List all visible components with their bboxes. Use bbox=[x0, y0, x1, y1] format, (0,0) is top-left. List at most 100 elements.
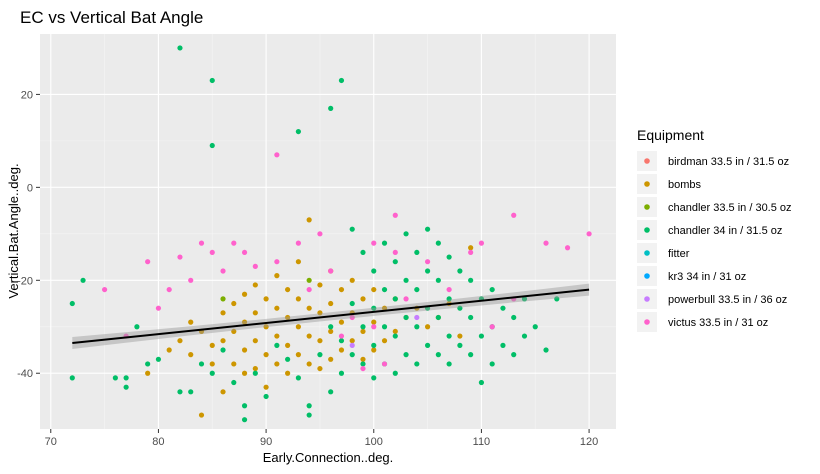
data-point bbox=[263, 384, 269, 390]
data-point bbox=[403, 296, 409, 302]
data-point bbox=[306, 412, 312, 418]
data-point bbox=[414, 249, 420, 256]
trend-line-group bbox=[72, 283, 590, 350]
data-point bbox=[403, 352, 409, 358]
data-point bbox=[338, 338, 345, 344]
data-point bbox=[328, 328, 334, 335]
data-point bbox=[435, 277, 441, 283]
data-point bbox=[295, 324, 301, 330]
data-point bbox=[478, 240, 485, 246]
data-point bbox=[489, 361, 495, 367]
x-tick-label: 120 bbox=[580, 436, 598, 448]
data-point bbox=[263, 296, 269, 302]
data-point bbox=[328, 356, 334, 362]
data-point bbox=[328, 389, 334, 395]
data-point bbox=[371, 305, 377, 311]
data-point bbox=[360, 356, 366, 362]
data-point bbox=[306, 361, 312, 367]
data-point bbox=[317, 352, 323, 358]
data-point bbox=[349, 342, 355, 348]
data-point bbox=[209, 77, 215, 84]
data-point bbox=[446, 361, 452, 367]
data-point bbox=[274, 259, 280, 265]
data-point bbox=[511, 212, 517, 218]
data-point bbox=[177, 45, 183, 51]
data-point bbox=[349, 338, 355, 344]
data-point bbox=[295, 352, 301, 358]
data-point bbox=[263, 324, 269, 330]
legend-swatch bbox=[644, 204, 650, 210]
y-tick-label: -40 bbox=[17, 368, 33, 380]
data-point bbox=[231, 361, 237, 367]
data-point bbox=[328, 324, 334, 330]
x-tick-label: 70 bbox=[45, 436, 57, 448]
data-point bbox=[328, 105, 334, 111]
data-point bbox=[338, 347, 345, 353]
data-point bbox=[381, 361, 388, 367]
data-point bbox=[392, 333, 398, 339]
data-point bbox=[468, 314, 474, 321]
legend-title: Equipment bbox=[637, 127, 704, 143]
data-point bbox=[295, 128, 301, 135]
x-tick-label: 110 bbox=[473, 436, 491, 448]
data-point bbox=[360, 328, 366, 335]
data-point bbox=[263, 393, 269, 400]
data-point bbox=[252, 338, 258, 344]
data-point bbox=[274, 273, 280, 279]
data-point bbox=[403, 231, 409, 237]
data-point bbox=[317, 338, 323, 344]
data-point bbox=[564, 245, 571, 251]
legend-label: fitter bbox=[668, 248, 690, 260]
x-axis-ticks: 70 80 90 100 110 120 bbox=[45, 429, 598, 448]
data-point bbox=[252, 310, 258, 316]
data-point bbox=[220, 347, 226, 353]
data-point bbox=[241, 347, 248, 353]
data-point bbox=[274, 342, 280, 348]
data-point bbox=[155, 305, 162, 311]
data-point bbox=[349, 300, 355, 307]
x-tick-label: 80 bbox=[152, 436, 164, 448]
data-point bbox=[521, 333, 528, 339]
data-point bbox=[349, 226, 355, 232]
data-point bbox=[381, 305, 388, 311]
data-point bbox=[306, 305, 312, 311]
data-point bbox=[209, 342, 215, 348]
legend: Equipment birdman 33.5 in / 31.5 oz bombs… bbox=[637, 127, 792, 332]
data-point bbox=[392, 328, 398, 335]
data-point bbox=[468, 277, 474, 283]
data-point bbox=[123, 384, 129, 390]
data-point bbox=[145, 259, 151, 265]
data-point bbox=[500, 305, 506, 311]
data-point bbox=[435, 352, 441, 358]
data-point bbox=[543, 240, 549, 246]
data-point bbox=[371, 268, 377, 274]
data-point bbox=[586, 231, 592, 237]
x-tick-label: 90 bbox=[260, 436, 272, 448]
data-point bbox=[446, 286, 452, 293]
data-point bbox=[263, 352, 269, 358]
data-point bbox=[220, 338, 226, 344]
legend-label: powerbull 33.5 in / 36 oz bbox=[668, 294, 787, 306]
data-point bbox=[209, 370, 215, 376]
x-axis-label: Early.Connection..deg. bbox=[263, 450, 394, 465]
data-point bbox=[285, 342, 291, 348]
data-point bbox=[295, 296, 301, 302]
data-point bbox=[457, 333, 463, 339]
data-point bbox=[285, 356, 291, 362]
data-point bbox=[69, 375, 75, 381]
data-point bbox=[295, 375, 301, 381]
data-point bbox=[338, 319, 345, 325]
y-tick-label: -20 bbox=[17, 275, 33, 287]
data-point bbox=[306, 217, 312, 223]
data-point bbox=[392, 212, 398, 218]
data-point bbox=[414, 286, 420, 293]
data-point bbox=[123, 375, 129, 381]
data-point bbox=[274, 152, 280, 158]
data-point bbox=[338, 333, 345, 339]
data-point bbox=[306, 333, 312, 339]
data-point bbox=[489, 286, 495, 293]
data-point bbox=[424, 342, 431, 348]
data-point bbox=[198, 361, 205, 367]
legend-label: birdman 33.5 in / 31.5 oz bbox=[668, 156, 789, 168]
legend-swatch bbox=[644, 319, 650, 325]
